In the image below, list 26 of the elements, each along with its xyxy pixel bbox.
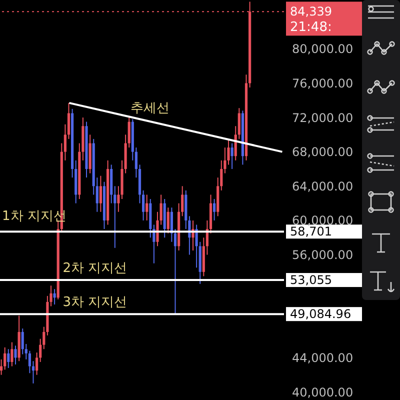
annotation: 3차 지지선: [62, 295, 128, 310]
y-tick-label: 56,000.00: [292, 248, 354, 262]
candlestick: [10, 342, 14, 367]
y-tick-label: 40,000.00: [292, 385, 354, 400]
candlestick: [14, 345, 17, 366]
candlestick: [213, 198, 216, 221]
candlestick: [7, 348, 10, 368]
text: 21:48:: [290, 20, 332, 35]
y-tick-label: 76,000.00: [292, 76, 354, 90]
annotation: 2차 지지선: [62, 261, 128, 276]
candlestick: [166, 207, 170, 234]
y-tick-label: 64,000.00: [292, 179, 354, 194]
candlestick: [174, 228, 177, 314]
y-tick-label: 72,000.00: [292, 110, 354, 125]
candlestick: [67, 102, 70, 140]
candlestick: [99, 175, 102, 212]
ref-line-label: 49,084.96: [290, 307, 352, 322]
annotation: 추세선: [130, 101, 170, 116]
y-tick-label: 44,000.00: [292, 350, 354, 365]
y-tick-label: 68,000.00: [292, 145, 354, 160]
ref-line-label: 53,055: [290, 273, 332, 288]
ref-line-label: 84,339: [290, 4, 332, 19]
candlestick: [28, 350, 31, 374]
y-tick-label: 80,000.00: [292, 42, 354, 56]
candlestick: [230, 142, 234, 170]
candlestick: [146, 194, 148, 221]
